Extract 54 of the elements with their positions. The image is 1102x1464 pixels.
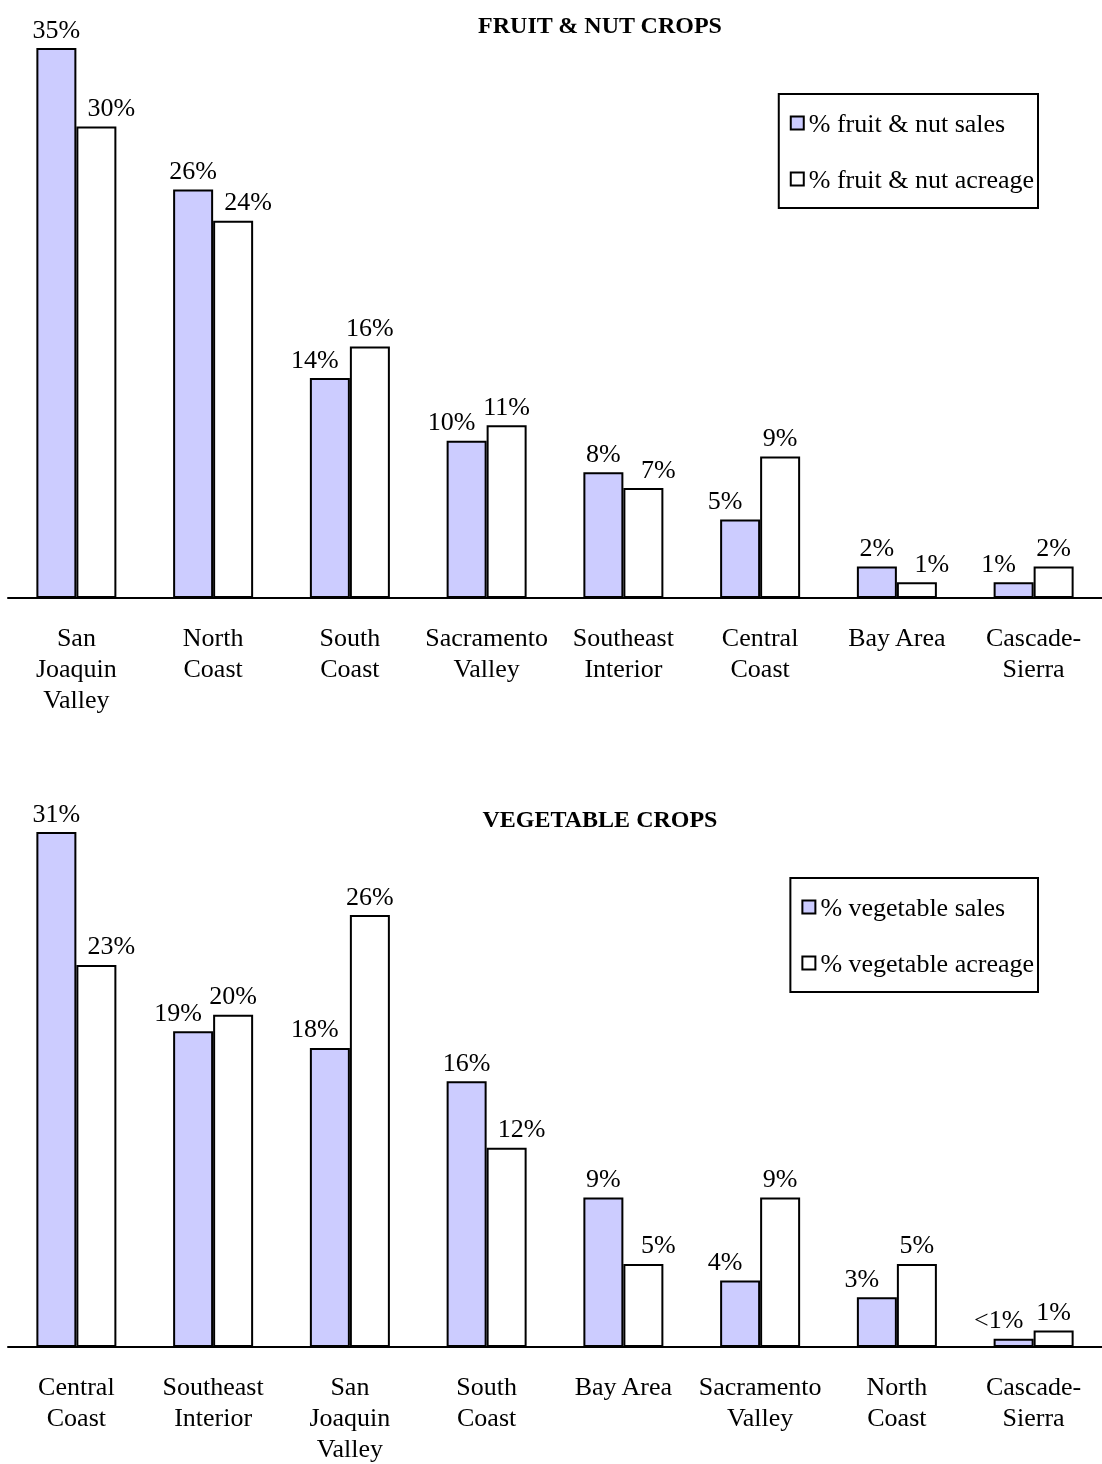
data-label: 10%: [427, 407, 476, 437]
x-tick-label: South Coast: [319, 623, 381, 683]
x-tick-label: San Joaquin Valley: [35, 623, 117, 714]
data-label: 35%: [32, 14, 81, 44]
x-tick-label: North Coast: [182, 623, 244, 683]
data-label: <1%: [973, 1305, 1024, 1335]
x-tick-label: Bay Area: [848, 623, 947, 652]
x-tick-label: Bay Area: [574, 1372, 673, 1401]
x-tick-label: Southeast Interior: [162, 1372, 265, 1432]
data-label: 16%: [346, 313, 394, 343]
legend-label: % fruit & nut acreage: [808, 164, 1035, 194]
x-tick-label: Sacramento Valley: [425, 623, 548, 683]
data-label: 26%: [346, 881, 394, 911]
x-tick-label: Cascade-Sierra: [985, 623, 1082, 683]
data-label: 9%: [586, 1163, 621, 1193]
x-tick-label: Central Coast: [38, 1372, 115, 1432]
data-label: 18%: [291, 1014, 339, 1044]
data-label: 5%: [641, 1230, 676, 1260]
data-label: 14%: [291, 344, 339, 374]
x-tick-label: South Coast: [456, 1372, 518, 1432]
x-tick-label: Central Coast: [721, 623, 799, 683]
data-label: 20%: [209, 981, 257, 1011]
data-label: 23%: [87, 931, 136, 961]
data-label: 9%: [762, 423, 798, 453]
data-label: 8%: [586, 438, 621, 468]
data-label: 24%: [224, 187, 272, 217]
data-label: 2%: [859, 533, 895, 563]
x-tick-label: Sacramento Valley: [698, 1372, 822, 1432]
data-label: 11%: [483, 391, 530, 421]
data-label: 9%: [762, 1163, 798, 1193]
data-label: 1%: [981, 548, 1016, 578]
data-label: 5%: [707, 485, 743, 515]
legend-label: % vegetable acreage: [820, 948, 1034, 978]
data-label: 1%: [1036, 1296, 1071, 1326]
data-label: 19%: [154, 997, 202, 1027]
data-label: 12%: [497, 1114, 546, 1144]
x-tick-label: San Joaquin Valley: [309, 1372, 391, 1463]
chart-title: VEGETABLE CROPS: [482, 806, 718, 832]
data-label: 30%: [87, 93, 136, 123]
data-label: 5%: [899, 1230, 935, 1260]
data-label: 26%: [169, 155, 217, 185]
x-tick-label: North Coast: [866, 1372, 928, 1432]
data-label: 1%: [914, 548, 950, 578]
x-tick-label: Southeast Interior: [572, 623, 675, 683]
data-label: 31%: [32, 798, 81, 828]
data-label: 2%: [1036, 533, 1071, 563]
data-label: 3%: [844, 1263, 880, 1293]
legend-label: % fruit & nut sales: [808, 108, 1006, 138]
data-label: 7%: [641, 454, 676, 484]
data-label: 16%: [442, 1047, 491, 1077]
legend-label: % vegetable sales: [820, 892, 1006, 922]
x-tick-label: Cascade-Sierra: [985, 1372, 1082, 1432]
data-label: 4%: [707, 1247, 743, 1277]
chart-title: FRUIT & NUT CROPS: [478, 12, 722, 38]
